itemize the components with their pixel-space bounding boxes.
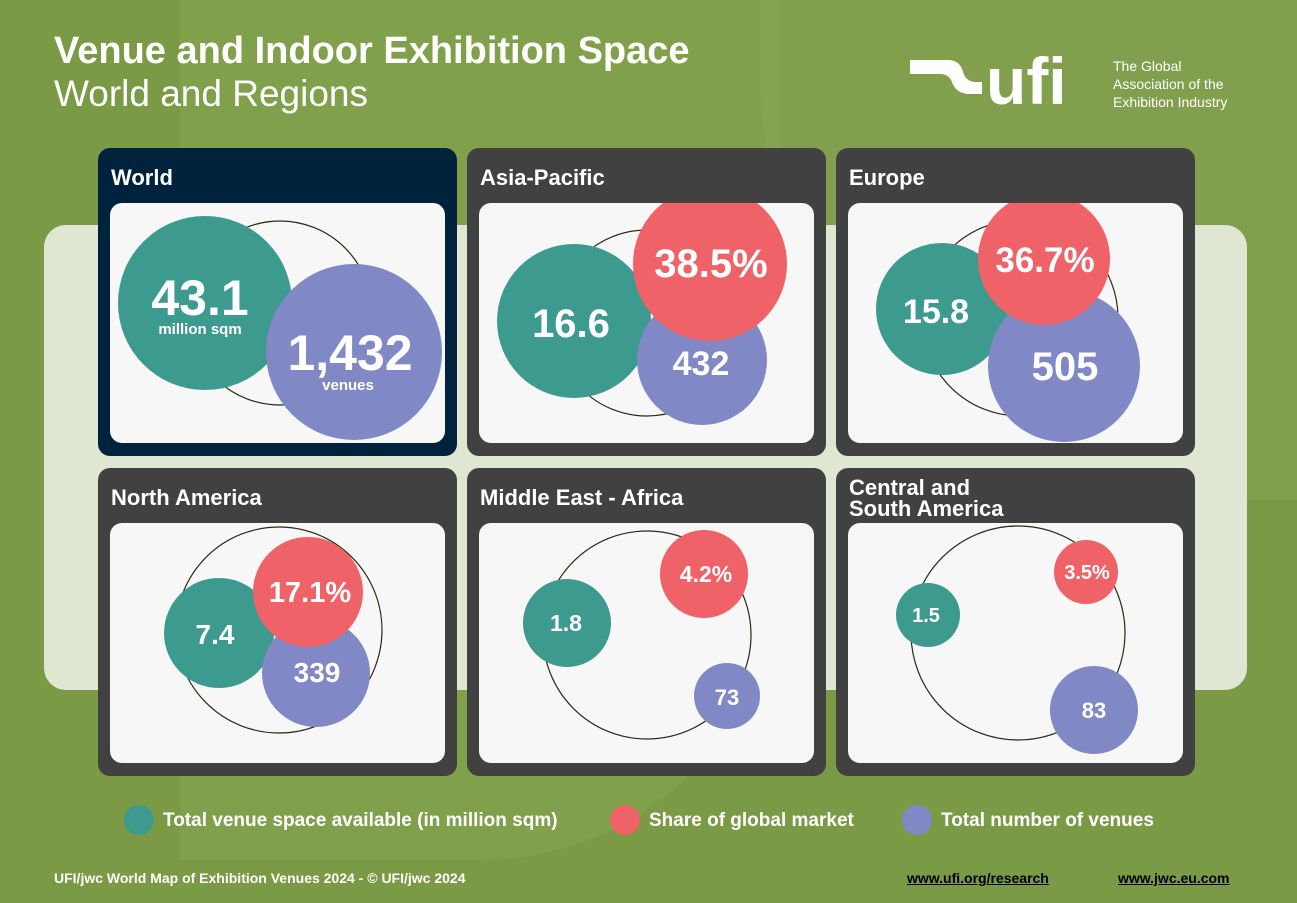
logo-tagline-line: The Global [1113, 58, 1182, 74]
chart-panel: 1.5 3.5% 83 [848, 523, 1183, 763]
card-north-america: North America 7.4 17.1% 339 [98, 468, 457, 776]
legend-swatch-space [124, 805, 154, 835]
space-bubble [497, 244, 651, 398]
share-bubble [1054, 540, 1118, 604]
source-note: UFI/jwc World Map of Exhibition Venues 2… [54, 870, 466, 886]
venues-bubble [988, 290, 1140, 442]
logo-tagline-line: Exhibition Industry [1113, 94, 1228, 110]
ufi-logo-wordmark: ufi [986, 52, 1067, 108]
page-subtitle: World and Regions [54, 73, 368, 114]
venues-unit-label: venues [322, 377, 374, 394]
venues-value-label: 432 [673, 345, 730, 383]
card-title-line: Central and [849, 475, 971, 500]
card-title: Asia-Pacific [480, 165, 605, 190]
share-bubble [253, 537, 363, 647]
bubble-chart-central-south-america: 1.5 3.5% 83 [896, 525, 1138, 754]
space-value-label: 16.6 [532, 302, 610, 346]
chart-panel: 43.1 million sqm 1,432 venues [110, 203, 445, 443]
share-value-label: 4.2% [680, 561, 732, 587]
share-bubble [633, 203, 787, 341]
space-bubble [896, 583, 960, 647]
card-title-line: South America [849, 496, 1004, 521]
logo-tagline: The Global Association of the Exhibition… [1113, 57, 1227, 111]
venues-bubble [262, 619, 370, 727]
bubble-chart-asia-pacific: 16.6 38.5% 432 [497, 203, 787, 425]
bubble-chart-north-america: 7.4 17.1% 339 [164, 526, 383, 734]
space-bubble [876, 243, 1008, 375]
legend-label: Total venue space available (in million … [163, 810, 558, 831]
chart-panel: 15.8 36.7% 505 [848, 203, 1183, 443]
share-value-label: 17.1% [269, 577, 351, 609]
venues-value-label: 339 [294, 657, 341, 688]
space-value-label: 15.8 [903, 293, 969, 331]
share-value-label: 3.5% [1064, 562, 1110, 584]
chart-panel: 7.4 17.1% 339 [110, 523, 445, 763]
ufi-logo: ufi [910, 52, 1067, 108]
card-europe: Europe 15.8 36.7% 505 [836, 148, 1195, 456]
venues-value-label: 83 [1082, 698, 1106, 723]
card-title: Central and South America [849, 475, 1004, 521]
venues-bubble [694, 663, 760, 729]
jwc-link[interactable]: www.jwc.eu.com [1118, 870, 1230, 886]
share-bubble [660, 530, 748, 618]
card-middle-east-africa: Middle East - Africa 1.8 4.2% 73 [467, 468, 826, 776]
page-title: Venue and Indoor Exhibition Space [54, 30, 690, 72]
ufi-logo-wave-icon [910, 60, 982, 94]
venues-value-label: 73 [715, 685, 739, 710]
bubble-chart-europe: 15.8 36.7% 505 [876, 203, 1140, 442]
space-value-label: 1.8 [550, 610, 582, 636]
venues-value-label: 1,432 [287, 325, 412, 381]
share-value-label: 36.7% [995, 241, 1094, 280]
chart-panel: 1.8 4.2% 73 [479, 523, 814, 763]
space-value-label: 7.4 [196, 619, 235, 650]
venues-bubble [266, 264, 442, 440]
logo-tagline-line: Association of the [1113, 76, 1224, 92]
card-title: Europe [849, 165, 925, 190]
legend-swatch-venues [902, 805, 932, 835]
space-bubble [118, 216, 292, 390]
chart-panel: 16.6 38.5% 432 [479, 203, 814, 443]
bubble-chart-world: 43.1 million sqm 1,432 venues [118, 216, 442, 440]
share-bubble [978, 203, 1110, 325]
venues-bubble [1050, 666, 1138, 754]
card-title: Middle East - Africa [480, 485, 684, 510]
card-asia-pacific: Asia-Pacific 16.6 38.5% 432 [467, 148, 826, 456]
card-central-south-america: Central and South America 1.5 3.5% 83 [836, 468, 1195, 776]
legend-label: Share of global market [649, 810, 854, 831]
space-bubble [164, 578, 274, 688]
venues-value-label: 505 [1032, 345, 1099, 389]
legend-swatch-share [610, 805, 640, 835]
legend-label: Total number of venues [941, 810, 1154, 831]
space-value-label: 1.5 [912, 605, 940, 627]
space-unit-label: million sqm [158, 321, 241, 338]
share-value-label: 38.5% [654, 242, 767, 286]
bubble-chart-middle-east-africa: 1.8 4.2% 73 [523, 530, 760, 740]
space-bubble [523, 579, 611, 667]
space-value-label: 43.1 [151, 270, 248, 326]
card-world: World 43.1 million sqm 1,432 venues [98, 148, 457, 456]
ufi-research-link[interactable]: www.ufi.org/research [907, 870, 1049, 886]
card-title: North America [111, 485, 262, 510]
card-title: World [111, 165, 173, 190]
